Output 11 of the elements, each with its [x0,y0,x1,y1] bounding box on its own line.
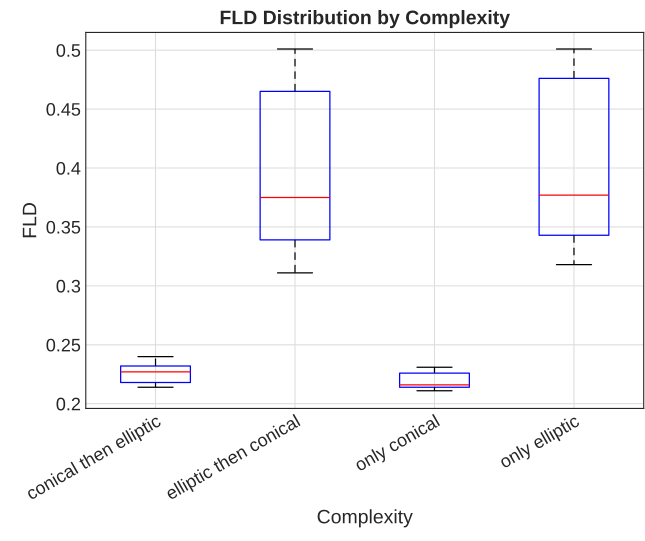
y-tick-label: 0.25 [46,338,80,352]
y-tick-label: 0.5 [56,44,80,57]
y-tick-label: 0.4 [56,162,80,175]
y-tick-label: 0.35 [46,220,80,234]
y-axis-title: FLD [22,203,36,238]
y-tick-label: 0.45 [46,103,80,116]
chart-title: FLD Distribution by Complexity [220,10,510,28]
x-tick-label: only elliptic [498,414,582,472]
x-axis-title: Complexity [318,509,413,528]
y-tick-label: 0.3 [56,280,80,293]
y-tick-label: 0.2 [56,398,80,410]
